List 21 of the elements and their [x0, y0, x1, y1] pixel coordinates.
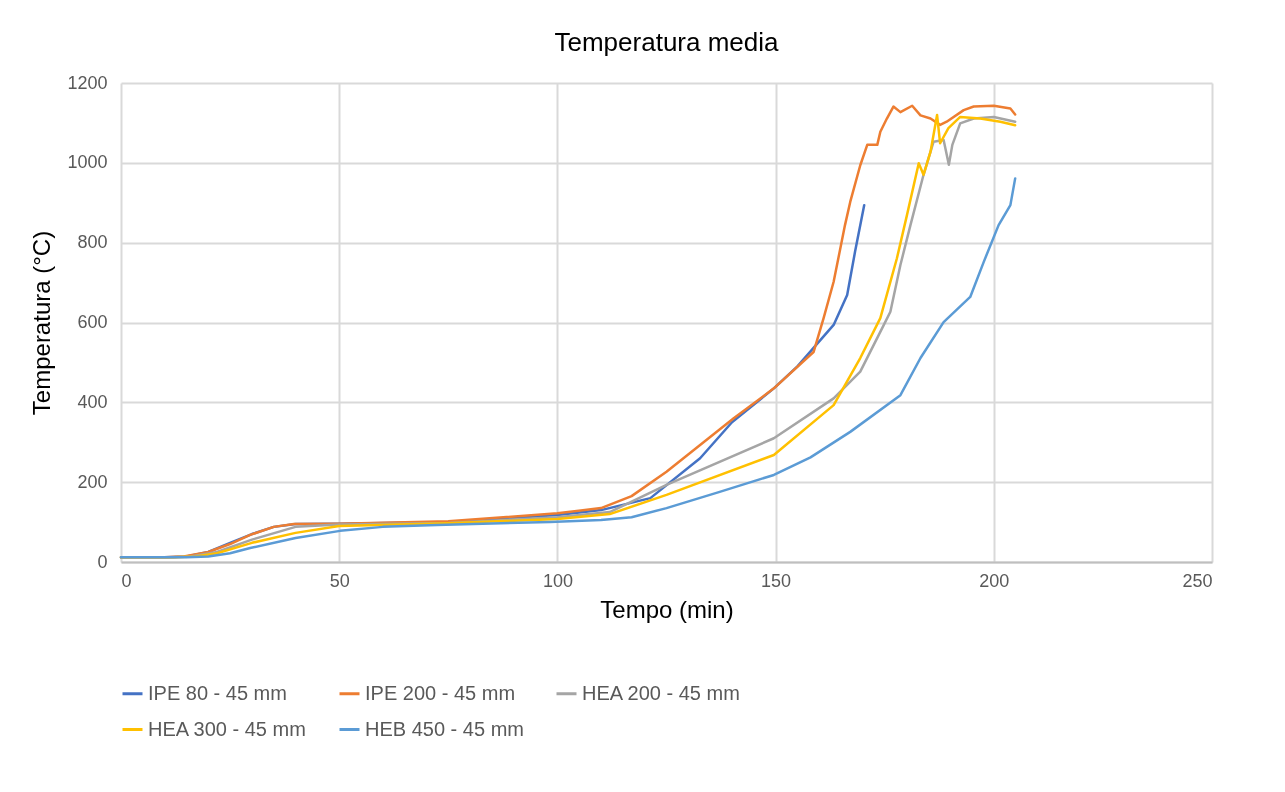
legend-label: HEA 300 - 45 mm: [148, 717, 306, 740]
y-tick-label: 600: [77, 312, 108, 332]
y-tick-label: 0: [97, 551, 108, 572]
x-tick-label: 200: [979, 570, 1010, 591]
x-tick-label: 0: [121, 570, 132, 591]
x-tick-label: 100: [542, 570, 573, 591]
legend-label: HEB 450 - 45 mm: [365, 717, 524, 740]
y-tick-label: 400: [77, 391, 108, 412]
legend-label: HEA 200 - 45 mm: [582, 681, 740, 704]
legend-label: IPE 80 - 45 mm: [148, 681, 287, 704]
x-tick-label: 50: [329, 570, 350, 591]
legend-label: IPE 200 - 45 mm: [365, 681, 516, 704]
y-axis-title: Temperatura (°C): [28, 230, 56, 416]
y-tick-label: 1000: [67, 152, 108, 173]
y-tick-label: 200: [77, 471, 108, 492]
x-tick-label: 250: [1182, 570, 1213, 591]
chart-title: Temperatura media: [554, 27, 780, 57]
y-tick-label: 1200: [67, 72, 108, 93]
x-tick-label: 150: [761, 570, 792, 591]
y-tick-label: 800: [77, 232, 108, 253]
x-axis-title: Tempo (min): [600, 595, 734, 623]
